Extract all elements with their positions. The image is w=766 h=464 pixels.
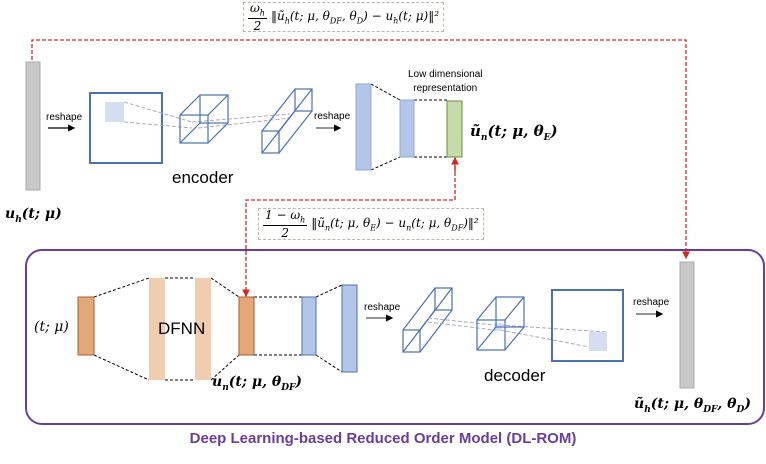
loss-top-connector xyxy=(31,39,690,260)
reshape-label: reshape xyxy=(633,297,670,308)
dlrom-box xyxy=(25,249,765,425)
dfnn-input-layer xyxy=(77,296,95,356)
encoder-dense-layer xyxy=(355,83,372,171)
output-snapshot-bar xyxy=(679,261,695,389)
dfnn-hidden-layer xyxy=(149,278,165,380)
loss-top-formula: ωh 2 ‖ũh(t; μ, θDF, θD) − uh(t; μ)‖² xyxy=(243,1,445,33)
loss-mid-connector xyxy=(242,160,456,298)
dlrom-title: Deep Learning-based Reduced Order Model … xyxy=(189,430,577,447)
conv-feature-prism xyxy=(261,88,313,154)
dfnn-label: DFNN xyxy=(158,319,206,338)
encoder-label: encoder xyxy=(172,168,234,187)
output-snapshot-label: ũh(t; μ, θDF, θD) xyxy=(634,396,751,415)
dfnn-output-label: un(t; μ, θDF) xyxy=(212,374,303,393)
reshape-label: reshape xyxy=(314,111,351,122)
latent-caption: Low dimensional representation xyxy=(408,69,483,94)
input-snapshot-label: uh(t; μ) xyxy=(5,206,62,225)
latent-layer xyxy=(446,100,463,158)
dlrom-input-label: (t; μ) xyxy=(34,319,69,335)
input-image-square xyxy=(89,92,163,164)
deconv-feature-prism xyxy=(402,287,453,353)
latent-label: ũn(t; μ, θE) xyxy=(470,122,558,143)
reshape-label: reshape xyxy=(364,302,401,313)
dfnn-hidden-layer xyxy=(195,278,211,380)
reshape-label: reshape xyxy=(46,112,83,123)
decoder-label: decoder xyxy=(484,366,546,385)
deconv-feature-cube xyxy=(476,296,525,351)
loss-mid-formula: 1 − ωh 2 ‖ũn(t; μ, θE) − un(t; μ, θDF)‖² xyxy=(258,208,484,240)
output-image-square xyxy=(551,289,624,362)
dfnn-output-layer xyxy=(238,296,255,356)
decoder-dense-layer xyxy=(301,296,317,356)
input-snapshot-bar xyxy=(25,61,41,191)
decoder-dense-layer xyxy=(341,284,358,373)
encoder-dense-layer xyxy=(399,99,415,158)
conv-feature-cube xyxy=(179,94,229,144)
